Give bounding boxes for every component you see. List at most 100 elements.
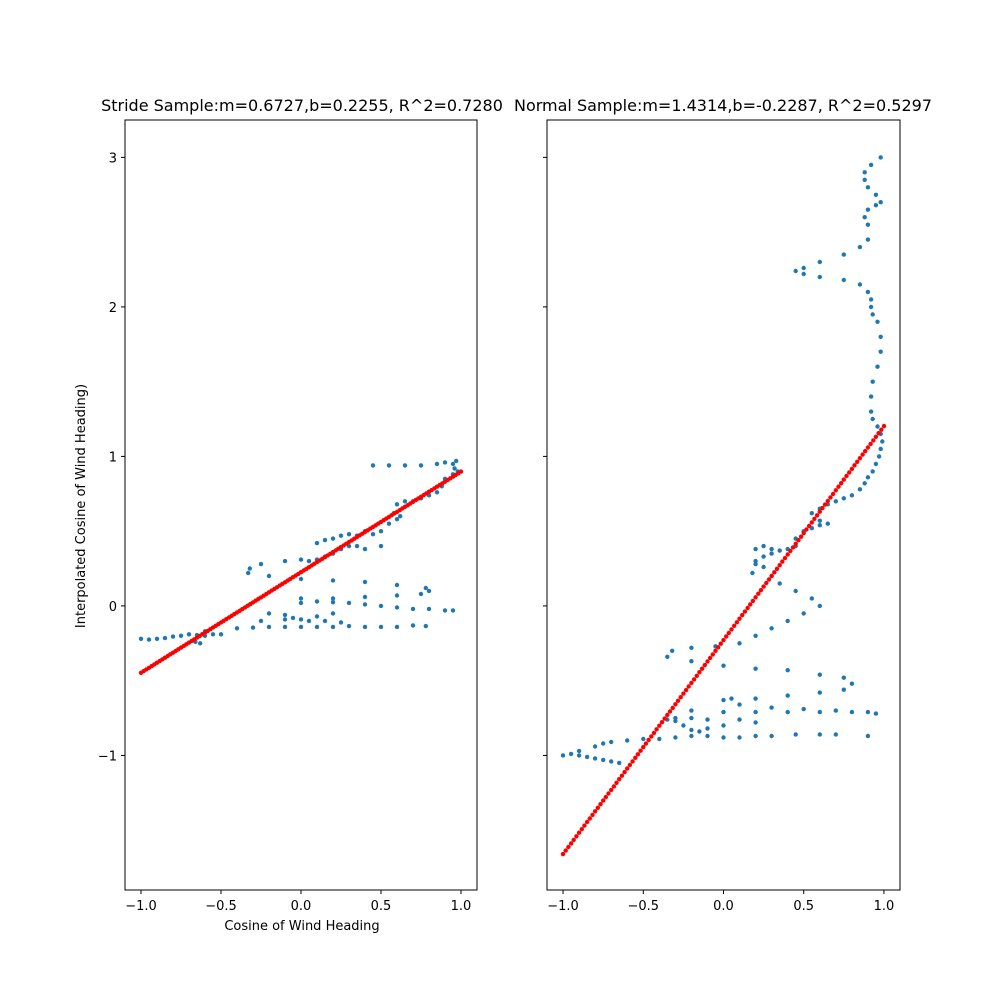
normal-sample-point — [870, 379, 875, 384]
stride-sample-point — [314, 540, 320, 546]
stride-sample-point — [454, 458, 459, 464]
stride-sample-point — [154, 636, 160, 641]
normal-sample-point — [873, 203, 879, 208]
stride-sample-ytick-label: 1 — [109, 450, 117, 465]
normal-sample-point — [592, 744, 598, 749]
stride-sample-title: Stride Sample:m=0.6727,b=0.2255, R^2=0.7… — [101, 96, 503, 115]
normal-sample-point — [849, 681, 855, 686]
normal-sample-fit-point — [707, 655, 713, 661]
normal-sample-fit-point — [683, 687, 689, 693]
normal-sample-fit-point — [571, 837, 576, 843]
normal-sample-point — [862, 481, 867, 486]
stride-sample-point — [322, 537, 328, 543]
stride-sample-point — [398, 514, 403, 519]
normal-sample-fit-point — [865, 445, 871, 450]
normal-sample-point — [785, 618, 790, 624]
normal-sample-fit-point — [756, 591, 761, 596]
stride-sample-point — [362, 624, 368, 630]
normal-sample-point — [769, 626, 774, 631]
stride-sample-point — [298, 624, 304, 630]
normal-sample-fit-point — [646, 737, 651, 743]
stride-sample-point — [322, 618, 328, 624]
stride-sample-point — [138, 636, 144, 641]
normal-sample-fit-point — [566, 844, 571, 850]
normal-sample-point — [665, 654, 670, 659]
normal-sample-point — [865, 475, 871, 480]
normal-sample-xtick-label: 0.0 — [713, 899, 734, 914]
normal-sample-fit-point — [820, 505, 825, 511]
stride-sample-point — [314, 624, 320, 630]
normal-sample-point — [817, 523, 822, 528]
normal-sample-point — [689, 733, 694, 739]
normal-sample-point — [689, 715, 694, 721]
normal-sample-point — [753, 558, 758, 564]
normal-sample-fit-point — [691, 677, 697, 682]
stride-sample-point — [362, 602, 368, 607]
normal-sample-fit-point — [868, 441, 873, 447]
stride-sample-point — [282, 624, 288, 630]
normal-sample-point — [817, 690, 822, 695]
normal-sample-fit-point — [675, 698, 681, 703]
normal-sample-fit-point — [855, 459, 860, 464]
stride-sample-point — [346, 623, 352, 629]
stride-sample-point — [162, 635, 168, 641]
normal-sample-point — [721, 723, 726, 728]
stride-sample-point — [314, 614, 320, 619]
normal-sample-point — [880, 439, 885, 444]
normal-sample-plot-area: −1.0 −0.5 0.0 0.5 1.0 — [543, 119, 901, 914]
stride-sample-point — [442, 460, 448, 465]
normal-sample-fit-point — [785, 552, 790, 557]
stride-sample-point — [394, 517, 400, 522]
normal-sample-fit-point — [595, 805, 600, 810]
stride-sample-point — [370, 463, 376, 468]
stride-sample-point — [418, 591, 424, 597]
stride-sample-point — [198, 641, 203, 646]
normal-sample-fit-point — [619, 773, 625, 778]
stride-sample-point — [378, 603, 384, 609]
normal-sample-fit-point — [828, 495, 833, 500]
stride-sample-point — [250, 625, 256, 630]
normal-sample-point — [873, 711, 879, 716]
normal-sample-fit-point — [662, 716, 667, 721]
normal-sample-point — [801, 265, 806, 271]
normal-sample-fit-point — [766, 577, 772, 582]
normal-sample-xtick-label: 1.0 — [874, 899, 895, 914]
normal-sample-point — [777, 581, 782, 586]
normal-sample-fit-point — [635, 752, 641, 757]
stride-sample-point — [266, 611, 272, 616]
normal-sample-xtick-label: 0.5 — [793, 899, 814, 914]
stride-sample-point — [314, 599, 320, 604]
stride-sample-point — [258, 618, 264, 624]
normal-sample-point — [705, 726, 710, 731]
stride-sample-point — [394, 502, 400, 507]
stride-sample-point — [346, 532, 352, 537]
normal-sample-point — [576, 748, 582, 754]
normal-sample-point — [862, 170, 867, 175]
normal-sample-point — [705, 717, 710, 722]
normal-sample-fit-point — [603, 794, 608, 800]
stride-sample-point — [338, 620, 344, 625]
stride-sample-point — [362, 546, 368, 552]
normal-sample-point — [849, 493, 855, 498]
normal-sample-fit-point — [625, 766, 630, 771]
stride-sample-point — [452, 466, 457, 471]
normal-sample-fit-point — [798, 534, 804, 539]
stride-sample-point — [346, 600, 352, 606]
normal-sample-fit-point — [651, 730, 657, 736]
normal-sample-point — [865, 733, 871, 739]
normal-sample-point — [870, 312, 875, 317]
normal-sample-point — [576, 753, 582, 758]
normal-sample-point — [601, 757, 606, 763]
stride-sample-fit-point — [458, 469, 464, 474]
normal-sample-point — [868, 394, 874, 399]
stride-sample-point — [330, 536, 336, 541]
stride-sample-point — [178, 633, 184, 638]
stride-sample-point — [298, 617, 304, 622]
normal-sample-fit-point — [825, 498, 830, 504]
normal-sample-fit-point — [563, 848, 568, 853]
normal-sample-point — [841, 277, 846, 283]
normal-sample-fit-point — [748, 602, 753, 607]
normal-sample-point — [777, 548, 782, 553]
normal-sample-fit-point — [587, 816, 592, 821]
normal-sample-point — [737, 735, 742, 740]
